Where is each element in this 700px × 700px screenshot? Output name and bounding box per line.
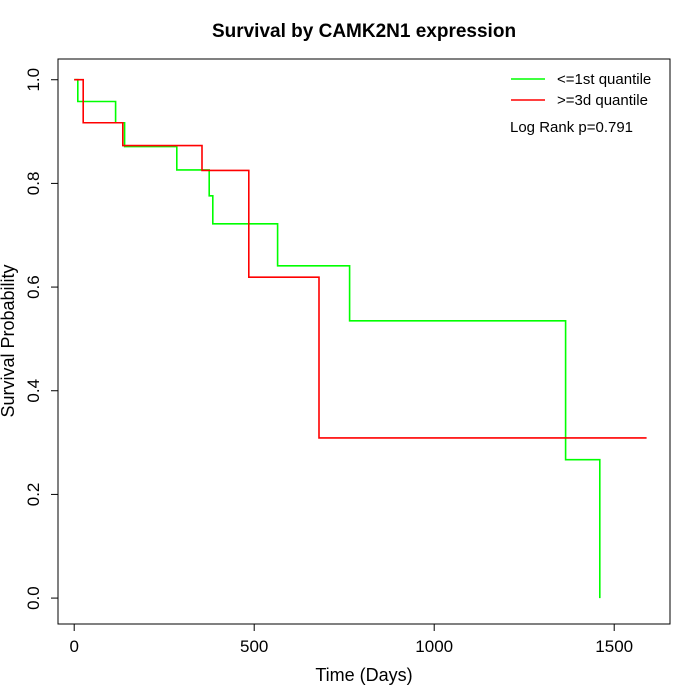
y-tick-label: 1.0 <box>24 68 43 92</box>
series-0-step-curve <box>74 78 601 599</box>
x-tick-label: 0 <box>69 637 78 656</box>
log-rank-annotation: Log Rank p=0.791 <box>510 119 633 136</box>
chart-title: Survival by CAMK2N1 expression <box>212 21 516 42</box>
y-tick-label: 0.8 <box>24 172 43 196</box>
x-tick-label: 500 <box>240 637 268 656</box>
y-tick-label: 0.2 <box>24 483 43 507</box>
legend-label-low: <=1st quantile <box>557 71 651 88</box>
series-layer <box>74 78 647 599</box>
plot-frame <box>57 58 671 625</box>
y-tick-label: 0.0 <box>24 586 43 610</box>
x-axis-label: Time (Days) <box>315 665 412 685</box>
legend: <=1st quantile >=3d quantile <box>511 71 651 109</box>
x-axis: 0 500 1000 1500 <box>69 623 633 656</box>
y-axis-label: Survival Probability <box>0 264 18 417</box>
legend-label-high: >=3d quantile <box>557 92 648 109</box>
y-tick-label: 0.4 <box>24 379 43 403</box>
y-tick-label: 0.6 <box>24 275 43 299</box>
series-1-step-curve <box>74 78 647 439</box>
y-axis: 0.0 0.2 0.4 0.6 0.8 1.0 <box>24 68 59 610</box>
x-tick-label: 1000 <box>415 637 453 656</box>
x-tick-label: 1500 <box>595 637 633 656</box>
